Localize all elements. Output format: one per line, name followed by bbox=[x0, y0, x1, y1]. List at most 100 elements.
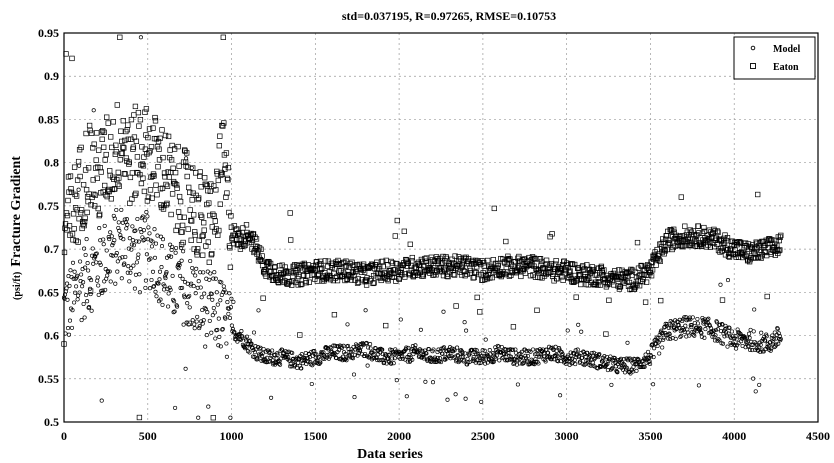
model-point bbox=[166, 291, 171, 296]
eaton-point bbox=[267, 260, 274, 267]
eaton-point bbox=[197, 169, 203, 175]
model-point bbox=[151, 284, 157, 289]
eaton-point bbox=[777, 247, 783, 253]
model-point bbox=[126, 246, 131, 251]
eaton-point bbox=[534, 268, 541, 274]
eaton-point bbox=[121, 145, 127, 151]
eaton-point bbox=[578, 281, 584, 288]
model-point bbox=[408, 358, 413, 363]
y-tick-label: 0.55 bbox=[38, 372, 59, 386]
eaton-point bbox=[65, 197, 71, 204]
x-tick-label: 500 bbox=[139, 429, 157, 443]
model-point bbox=[461, 354, 466, 359]
eaton-point bbox=[631, 286, 637, 292]
eaton-point bbox=[184, 150, 190, 156]
eaton-point bbox=[227, 264, 234, 270]
eaton-point bbox=[122, 171, 128, 177]
model-point bbox=[447, 345, 453, 350]
x-tick-label: 2000 bbox=[387, 429, 411, 443]
eaton-point bbox=[215, 177, 221, 184]
model-point bbox=[764, 334, 769, 339]
model-point bbox=[457, 358, 462, 363]
model-point bbox=[745, 335, 750, 340]
model-point bbox=[229, 323, 234, 328]
model-point bbox=[290, 350, 295, 356]
eaton-point bbox=[363, 278, 369, 284]
model-point bbox=[413, 343, 418, 348]
model-point bbox=[519, 349, 524, 354]
model-point bbox=[430, 380, 436, 385]
eaton-point bbox=[685, 236, 691, 242]
eaton-point bbox=[303, 278, 309, 284]
model-point bbox=[351, 372, 357, 377]
model-point bbox=[158, 297, 163, 302]
model-point bbox=[440, 346, 446, 351]
model-point bbox=[388, 361, 393, 366]
model-point bbox=[380, 347, 385, 352]
model-point bbox=[406, 345, 411, 350]
eaton-point bbox=[678, 194, 684, 200]
eaton-point bbox=[340, 269, 347, 276]
eaton-point bbox=[394, 260, 400, 267]
model-point bbox=[551, 347, 556, 352]
model-point bbox=[171, 310, 176, 315]
model-point bbox=[132, 286, 137, 291]
model-point bbox=[660, 345, 665, 350]
model-point bbox=[597, 352, 602, 357]
eaton-point bbox=[679, 233, 685, 239]
model-point bbox=[358, 348, 363, 353]
eaton-point bbox=[597, 282, 603, 288]
model-point bbox=[187, 305, 192, 310]
model-point bbox=[119, 207, 124, 212]
model-point bbox=[197, 324, 202, 329]
eaton-point bbox=[737, 240, 743, 246]
model-point bbox=[649, 354, 654, 359]
model-point bbox=[145, 214, 150, 219]
model-point bbox=[763, 338, 768, 343]
model-point bbox=[210, 297, 215, 302]
model-point bbox=[125, 270, 130, 275]
model-point bbox=[149, 244, 155, 249]
model-point bbox=[533, 357, 538, 362]
model-point bbox=[200, 307, 205, 313]
model-point bbox=[689, 322, 694, 328]
eaton-point bbox=[742, 240, 749, 246]
model-point bbox=[640, 359, 645, 364]
model-point bbox=[463, 396, 468, 401]
model-point bbox=[177, 261, 182, 266]
eaton-point bbox=[603, 331, 609, 337]
model-point bbox=[215, 302, 220, 307]
model-point bbox=[609, 382, 614, 387]
model-point bbox=[119, 276, 124, 281]
model-point bbox=[695, 321, 700, 326]
eaton-point bbox=[422, 255, 428, 262]
model-point bbox=[374, 355, 379, 360]
model-point bbox=[314, 352, 319, 357]
model-point bbox=[137, 272, 142, 277]
eaton-point bbox=[176, 163, 182, 169]
model-point bbox=[127, 279, 132, 284]
model-point bbox=[723, 323, 728, 328]
model-point bbox=[107, 269, 112, 274]
chart-title: std=0.037195, R=0.97265, RMSE=0.10753 bbox=[342, 9, 556, 23]
model-point bbox=[394, 378, 399, 383]
model-point bbox=[459, 354, 464, 359]
model-point bbox=[214, 290, 219, 295]
eaton-point bbox=[212, 229, 218, 235]
model-point bbox=[209, 330, 214, 335]
eaton-point bbox=[319, 265, 325, 271]
model-point bbox=[124, 226, 129, 231]
eaton-point bbox=[102, 157, 108, 163]
eaton-point bbox=[301, 260, 307, 267]
eaton-point bbox=[66, 223, 73, 229]
model-point bbox=[515, 358, 520, 363]
eaton-point bbox=[543, 257, 550, 263]
model-point bbox=[77, 163, 82, 168]
eaton-point bbox=[87, 288, 94, 294]
eaton-point bbox=[707, 244, 714, 250]
eaton-point bbox=[510, 324, 517, 330]
eaton-point bbox=[374, 259, 380, 265]
model-point bbox=[190, 265, 195, 271]
model-point bbox=[453, 392, 458, 397]
